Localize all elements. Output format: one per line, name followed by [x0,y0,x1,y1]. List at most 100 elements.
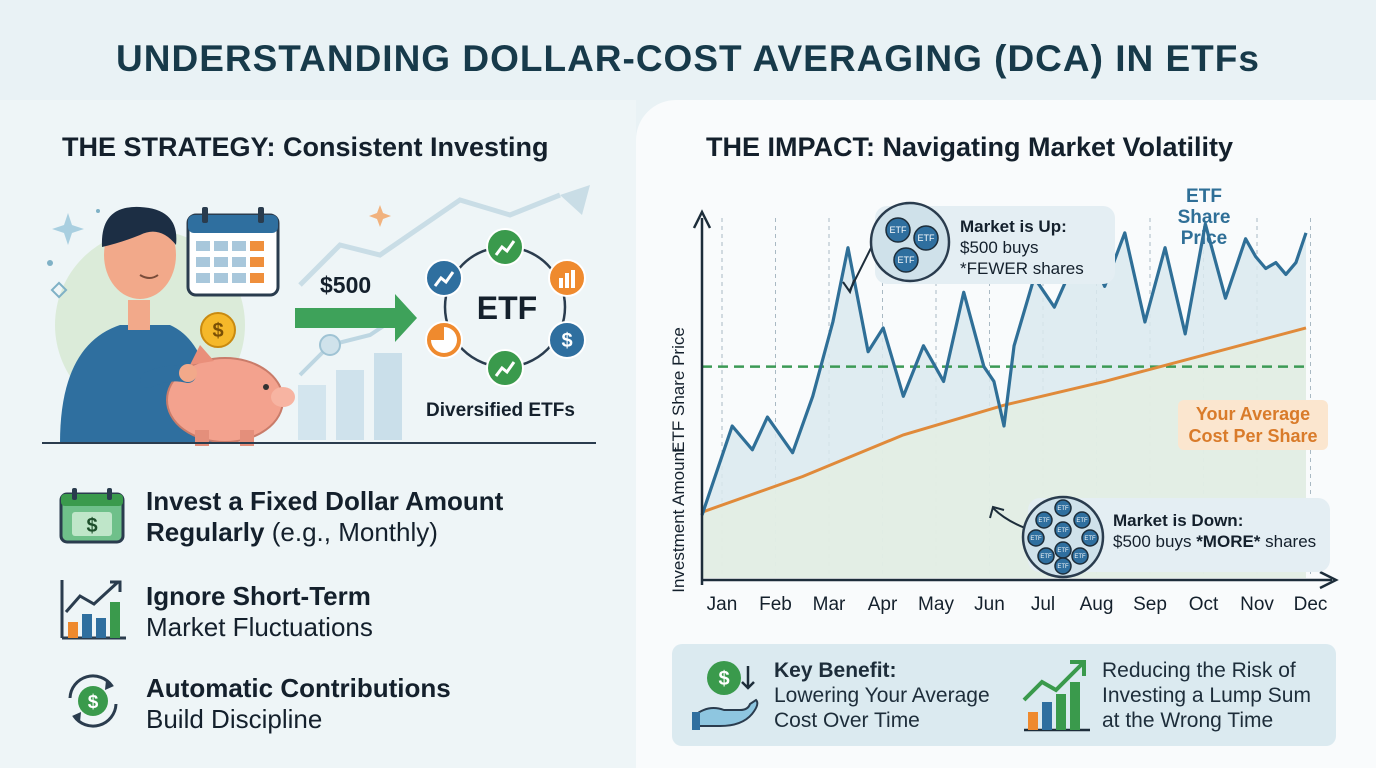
x-tick-label-mar: Mar [813,594,846,615]
y-axis-label-top: ETF Share Price [669,327,688,453]
svg-text:$: $ [212,320,223,342]
x-tick-label-feb: Feb [759,594,792,615]
coin-label: ETF [1040,554,1052,560]
coin-label: ETF [918,233,936,243]
coin-icon [1035,511,1053,529]
svg-text:$: $ [561,330,572,352]
diversified-label: Diversified ETFs [426,400,575,421]
impact-heading: THE IMPACT: Navigating Market Volatility [706,132,1234,162]
price-label-2: Price [1180,228,1228,249]
point-fixed-amount-strong: Invest a Fixed Dollar Amount [146,486,504,516]
auto-contribution-icon: $ [68,674,118,728]
person-neck [128,300,150,330]
y-axis-arrow [692,209,712,229]
svg-text:$: $ [718,668,729,690]
growth-chart-icon [60,580,126,640]
coin-label: ETF [1057,528,1069,534]
callout-down-text: Market is Down: $500 buys *MORE* shares [1113,510,1316,552]
key-benefit-line1: Lowering Your Average [774,684,990,707]
x-tick-label-apr: Apr [868,594,898,615]
svg-text:$: $ [88,692,99,713]
coin-label: ETF [1030,536,1042,542]
strategy-illustration: $ $ [42,185,596,446]
coin-icon [1054,521,1072,539]
risk-growth-icon [1022,660,1090,732]
person-mouth [139,274,159,279]
arrow-right-icon [295,294,417,342]
page-title: UNDERSTANDING DOLLAR-COST AVERAGING (DCA… [116,38,1260,79]
coin-icon [1027,529,1045,547]
sparkle-icon [369,205,391,227]
point-ignore-fluctuations: Ignore Short-Term Market Fluctuations [146,581,373,643]
key-benefit-line2: Cost Over Time [774,709,920,732]
x-tick-label-sep: Sep [1133,594,1167,615]
svg-text:$: $ [86,515,97,537]
coin-icon [1071,547,1089,565]
avg-label-bg [1178,400,1328,450]
point-automatic-strong: Automatic Contributions [146,673,451,703]
amount-label: $500 [320,272,372,298]
key-benefit-title: Key Benefit: [774,659,897,682]
risk-line1: Reducing the Risk of [1102,659,1296,682]
callout-down-post: shares [1260,532,1317,551]
x-tick-label-jun: Jun [974,594,1005,615]
hand-coin-icon: $ [692,661,759,730]
coin-icon [1054,557,1072,575]
x-tick-label-aug: Aug [1080,594,1114,615]
etf-label: ETF [476,290,538,326]
diamond [50,281,68,299]
point-fixed-amount: Invest a Fixed Dollar Amount Regularly (… [146,486,503,548]
share-price-line [700,222,1308,516]
coins-few-icon: ETF ETF ETF [869,201,951,283]
price-label-0: ETF [1186,186,1222,207]
point-ignore-strong: Ignore Short-Term [146,581,371,611]
x-tick-label-jul: Jul [1031,594,1055,615]
risk-line3: at the Wrong Time [1102,709,1274,732]
callout-down-pointer [992,507,1026,529]
coin-icon [200,312,236,348]
etf-node-icons: $ [425,228,586,387]
x-tick-label-jan: Jan [707,594,738,615]
coins-many-icon: ETF ETF ETF ETF ETF ETF ETF ETF ETF ETF [1021,495,1105,579]
coin-label: ETF [1084,536,1096,542]
dot [96,209,100,213]
x-tick-label-may: May [918,594,954,615]
point-automatic: Automatic Contributions Build Discipline [146,673,451,735]
average-cost-line [701,326,1307,514]
y-axis-label-bottom: Investment Amount [669,447,688,593]
callout-down-bold: *MORE* [1196,532,1261,551]
coin-label: ETF [1057,564,1069,570]
price-series-label: ETF Share Price [1168,186,1240,249]
bar [298,385,326,440]
avg-label-1: Cost Per Share [1188,426,1318,446]
key-benefit-text: Key Benefit: Lowering Your Average Cost … [774,658,990,733]
strategy-heading: THE STRATEGY: Consistent Investing [62,132,549,162]
x-tick-label-oct: Oct [1189,594,1219,615]
coin-icon [913,225,939,251]
avg-label-0: Your Average [1195,404,1311,424]
sparkle-icon [52,213,84,245]
coin-label: ETF [898,255,916,265]
coin-icon [885,217,911,243]
benefit-box [672,644,1336,746]
coin-label: ETF [1076,518,1088,524]
x-tick-label-nov: Nov [1240,594,1274,615]
coin-label: ETF [1057,506,1069,512]
point-ignore-rest: Market Fluctuations [146,612,373,642]
point-automatic-rest: Build Discipline [146,704,323,734]
coin-label: ETF [1074,554,1086,560]
person-hair [101,206,177,247]
coin-icon [893,247,919,273]
x-tick-labels: Jan Feb Mar Apr May Jun Jul Aug Sep Oct Nov Dec [707,594,1328,615]
coin-icon [1037,547,1055,565]
callout-up-line2: *FEWER shares [960,259,1084,278]
callout-down-pre: $500 buys [1113,532,1197,551]
coin-icon [1073,511,1091,529]
calendar-money-icon: $ [59,488,125,544]
coin-icon [1081,529,1099,547]
callout-up-text: Market is Up: $500 buys *FEWER shares [960,216,1084,279]
point-fixed-amount-rest: (e.g., Monthly) [264,517,438,547]
risk-benefit-text: Reducing the Risk of Investing a Lump Su… [1102,658,1311,733]
point-fixed-amount-strong2: Regularly [146,517,265,547]
trend-dot [319,334,341,356]
